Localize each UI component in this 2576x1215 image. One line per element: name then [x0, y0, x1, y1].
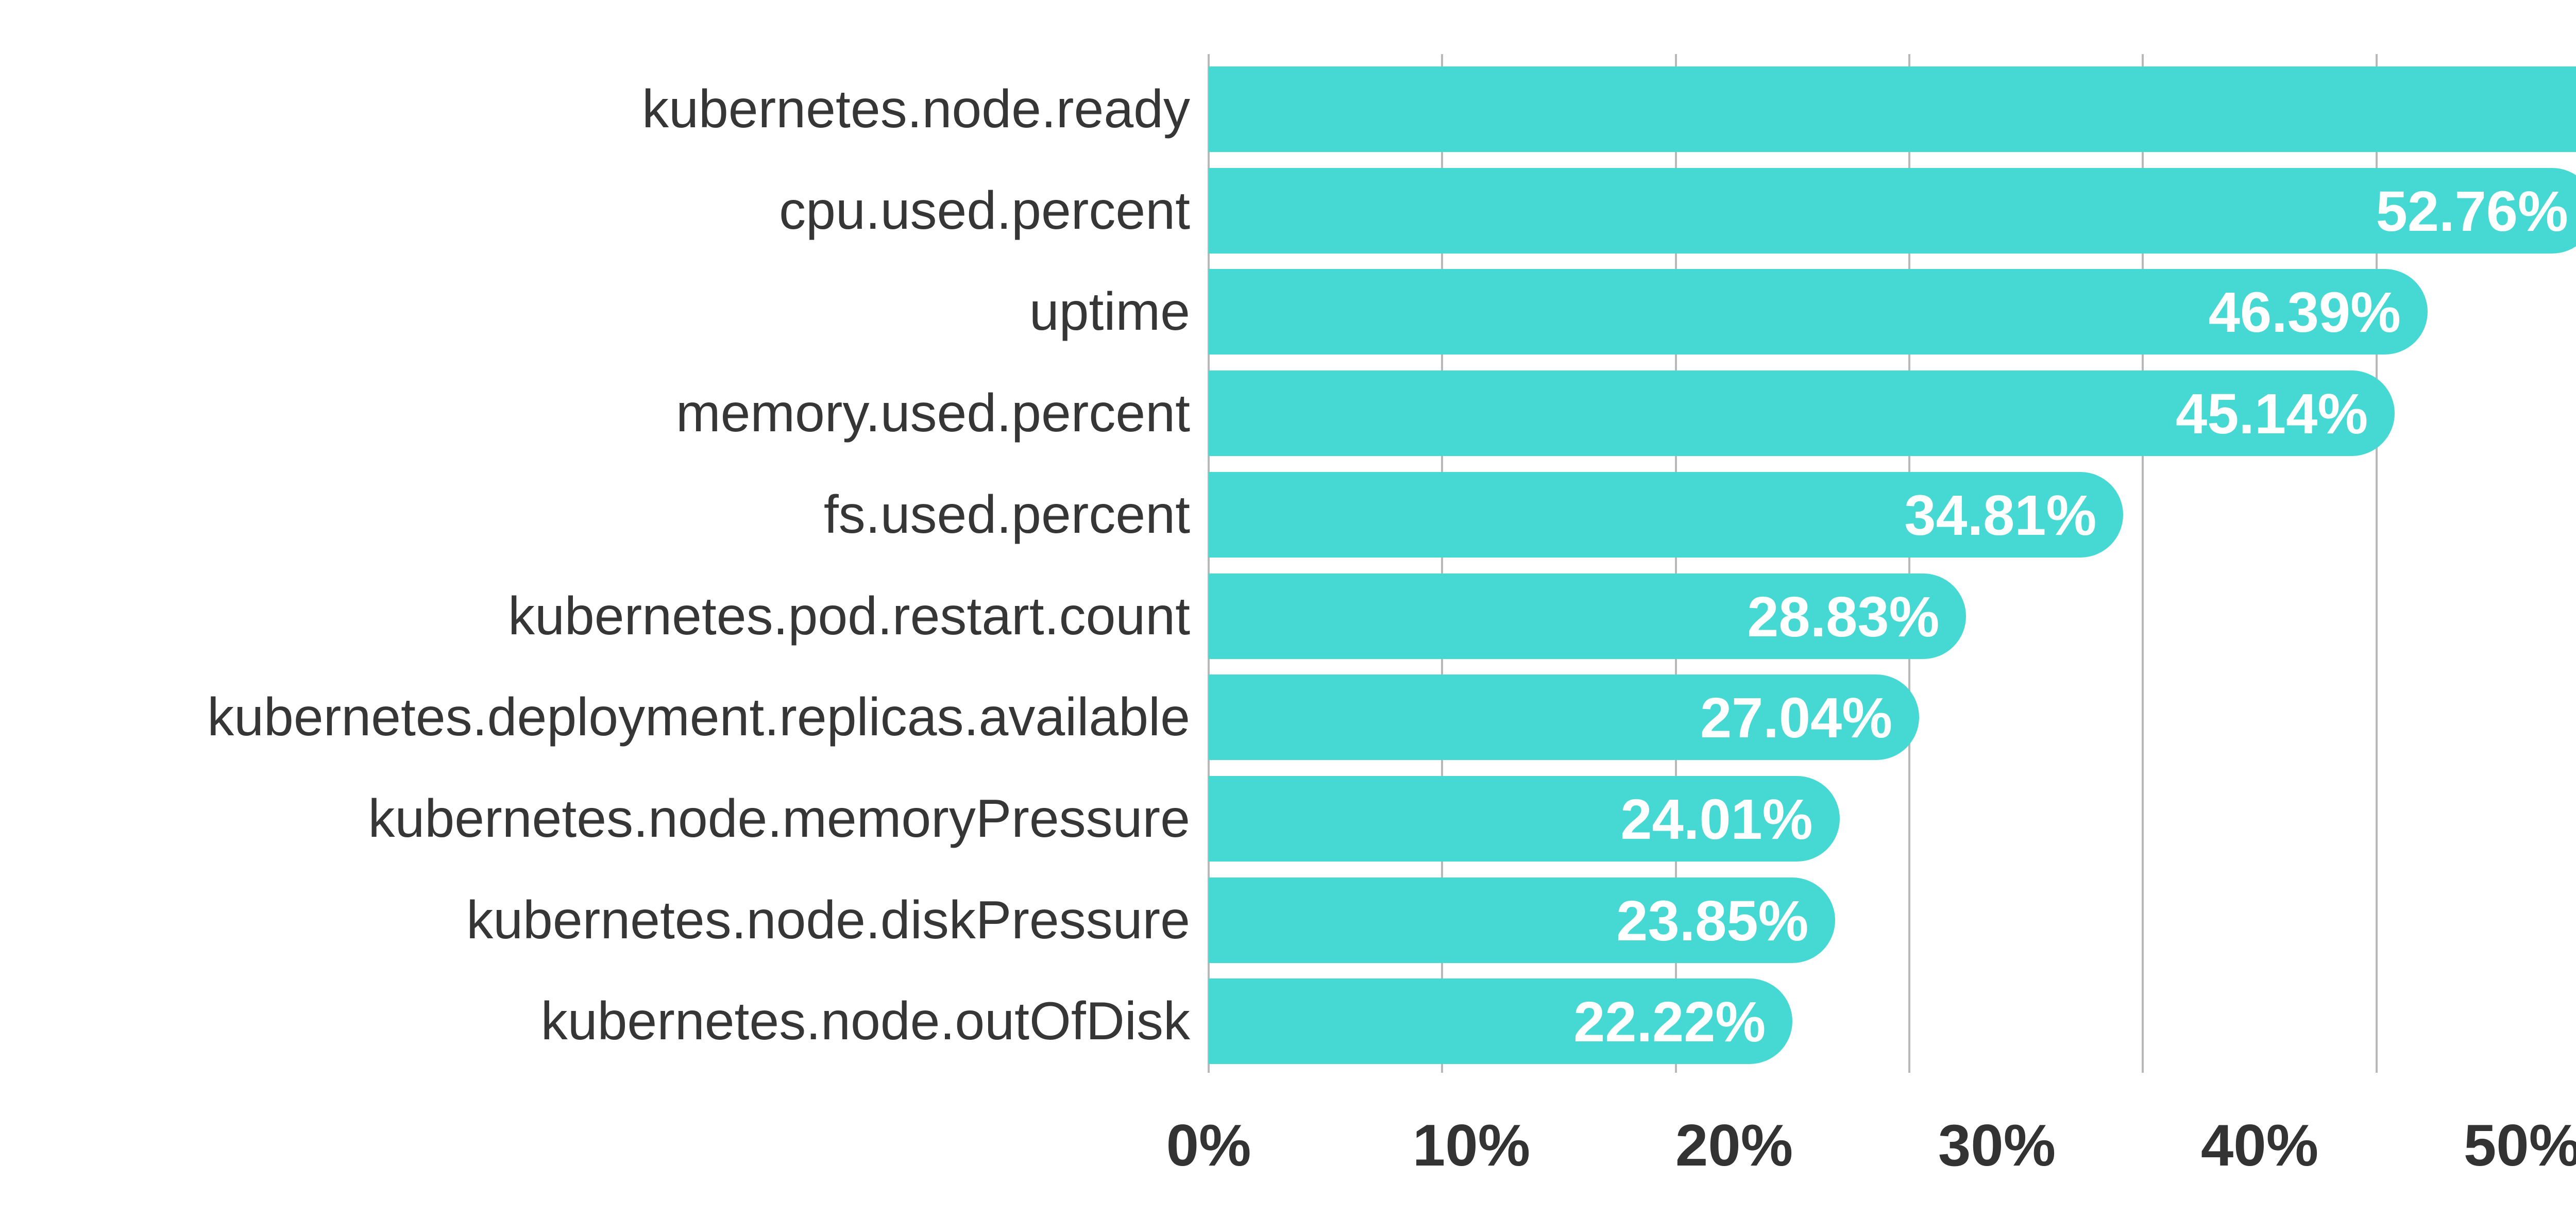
category-label: kubernetes.node.diskPressure	[466, 890, 1190, 950]
gridline	[1908, 54, 1910, 1073]
category-label: cpu.used.percent	[779, 180, 1190, 241]
bar: 24.01%	[1209, 775, 1840, 862]
category-label: kubernetes.node.outOfDisk	[540, 991, 1190, 1052]
bar: 22.22%	[1209, 978, 1793, 1065]
category-label: kubernetes.deployment.replicas.available	[207, 687, 1190, 748]
bar: 34.81%	[1209, 471, 2124, 558]
x-tick-label: 10%	[1412, 1113, 1531, 1178]
bar-value-label: 46.39%	[2208, 281, 2401, 345]
gridline	[1441, 54, 1444, 1073]
gridline	[1208, 54, 1210, 1073]
category-label: kubernetes.node.ready	[642, 79, 1190, 139]
category-label: memory.used.percent	[675, 383, 1190, 444]
bar: 45.14%	[1209, 370, 2395, 457]
bar-value-label: 45.14%	[2176, 382, 2368, 446]
x-tick-label: 40%	[2200, 1113, 2319, 1178]
x-tick-label: 20%	[1675, 1113, 1793, 1178]
x-tick-label: 0%	[1166, 1113, 1251, 1178]
bar: 46.39%	[1209, 269, 2428, 355]
x-tick-label: 50%	[2463, 1113, 2576, 1178]
bar: 28.83%	[1209, 573, 1967, 659]
bar: 52.76%	[1209, 167, 2576, 254]
bar-value-label: 22.22%	[1573, 990, 1766, 1054]
bar-value-label: 24.01%	[1620, 787, 1813, 851]
category-label: fs.used.percent	[823, 484, 1190, 545]
bar-value-label: 28.83%	[1747, 585, 1940, 649]
x-tick-label: 30%	[1938, 1113, 2056, 1178]
bar-value-label: 34.81%	[1904, 483, 2097, 547]
gridline	[2375, 54, 2378, 1073]
gridline	[1674, 54, 1677, 1073]
gridline	[2142, 54, 2144, 1073]
bar: 67.75%	[1209, 66, 2576, 152]
bar: 23.85%	[1209, 877, 1836, 963]
bar-value-label: 52.76%	[2376, 179, 2568, 243]
category-label: kubernetes.pod.restart.count	[508, 586, 1190, 646]
bar: 27.04%	[1209, 674, 1920, 761]
category-label: uptime	[1029, 282, 1190, 342]
category-label: kubernetes.node.memoryPressure	[368, 788, 1190, 849]
bar-value-label: 27.04%	[1700, 686, 1893, 750]
bar-value-label: 23.85%	[1616, 889, 1809, 953]
bar-value-label: 67.75%	[1209, 66, 2576, 152]
